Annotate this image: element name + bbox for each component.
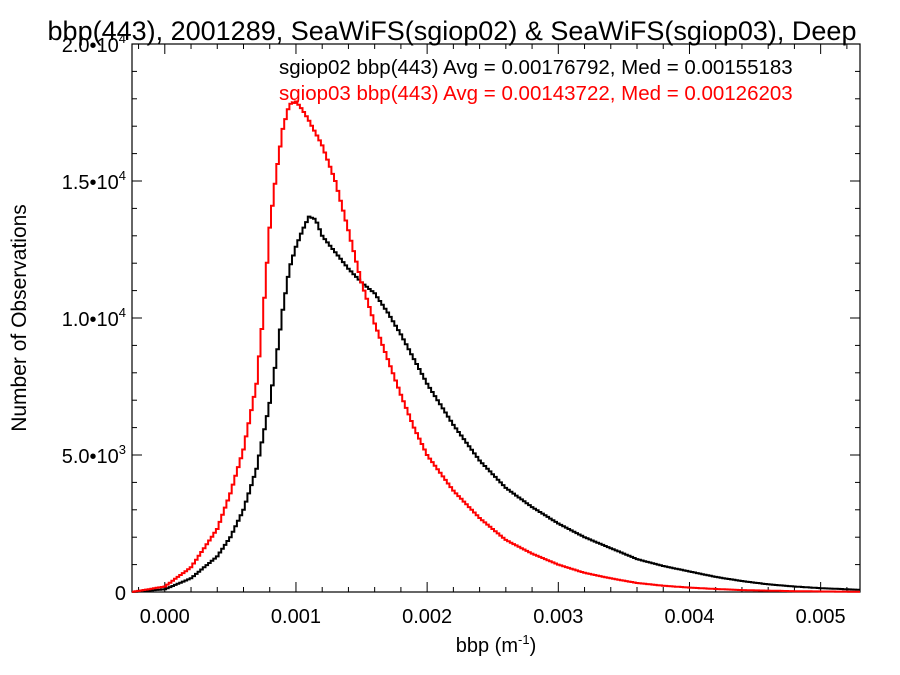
y-tick-label: 0 [115,583,126,605]
y-tick-label: 1.0•104 [62,305,126,331]
x-tick-label: 0.004 [664,606,714,628]
series-line-1 [132,215,860,593]
x-tick-label: 0.005 [796,606,846,628]
x-tick-label: 0.001 [271,606,321,628]
legend-entry-2: sgiop03 bbp(443) Avg = 0.00143722, Med =… [279,82,793,105]
x-axis-label-text: bbp (m [456,635,518,657]
y-axis: 0 5.0•103 1.0•104 1.5•104 2.0•104 [62,31,860,605]
y-tick-label: 1.5•104 [62,168,126,194]
x-axis-label: bbp (m-1) [456,632,536,657]
y-tick-label: 2.0•104 [62,31,126,57]
legend: sgiop02 bbp(443) Avg = 0.00176792, Med =… [279,56,793,105]
x-axis-label-suffix: ) [530,635,537,657]
x-axis-label-superscript: -1 [518,632,530,647]
y-axis-label: Number of Observations [8,204,31,432]
chart-title: bbp(443), 2001289, SeaWiFS(sgiop02) & Se… [48,16,857,46]
series-line-2 [132,100,860,593]
legend-entry-1: sgiop02 bbp(443) Avg = 0.00176792, Med =… [279,56,793,79]
x-tick-label: 0.002 [402,606,452,628]
x-tick-label: 0.003 [533,606,583,628]
y-tick-label: 5.0•103 [62,442,126,468]
series-lines [132,100,860,593]
x-axis: 0.000 0.001 0.002 0.003 0.004 0.005 [138,44,848,628]
x-tick-label: 0.000 [140,606,190,628]
